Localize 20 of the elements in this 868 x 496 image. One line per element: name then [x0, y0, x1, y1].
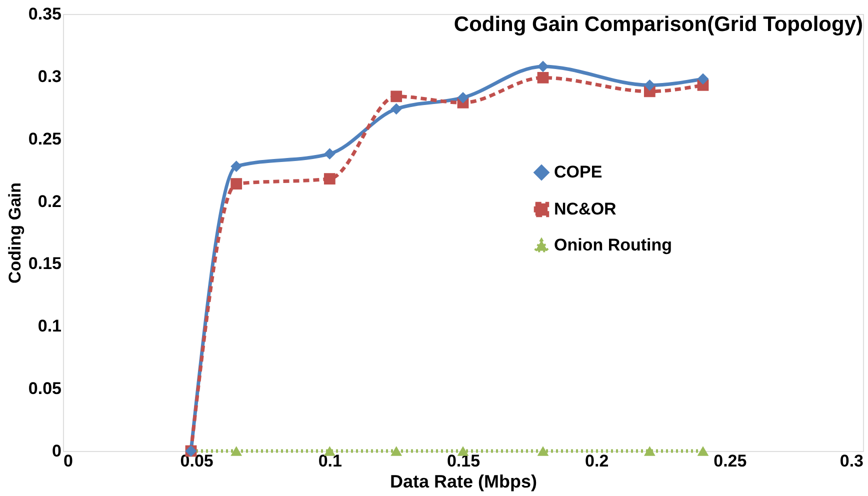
- y-tick-label: 0.35: [28, 4, 62, 24]
- x-tick-label: 0.05: [180, 452, 214, 470]
- x-tick-label: 0.1: [318, 452, 342, 470]
- x-axis-title: Data Rate (Mbps): [390, 472, 538, 492]
- x-tick-label: 0.15: [446, 452, 480, 470]
- x-tick-label: 0: [64, 452, 73, 470]
- y-axis-title: Coding Gain: [5, 182, 24, 284]
- y-tick-label: 0.2: [38, 192, 62, 211]
- y-tick-label: 0.1: [38, 316, 62, 336]
- x-tick-label: 0.3: [840, 452, 864, 470]
- chart-title: Coding Gain Comparison(Grid Topology): [454, 13, 863, 36]
- legend-label: COPE: [554, 162, 602, 182]
- legend-label: NC&OR: [554, 200, 616, 218]
- y-tick-label: 0.25: [28, 129, 62, 148]
- x-tick-label: 0.2: [585, 452, 609, 470]
- x-tick-label: 0.25: [714, 452, 747, 470]
- y-tick-label: 0.3: [38, 66, 62, 86]
- y-tick-label: 0.15: [28, 254, 62, 274]
- y-tick-label: 0.05: [28, 379, 62, 398]
- legend-label: Onion Routing: [554, 236, 672, 254]
